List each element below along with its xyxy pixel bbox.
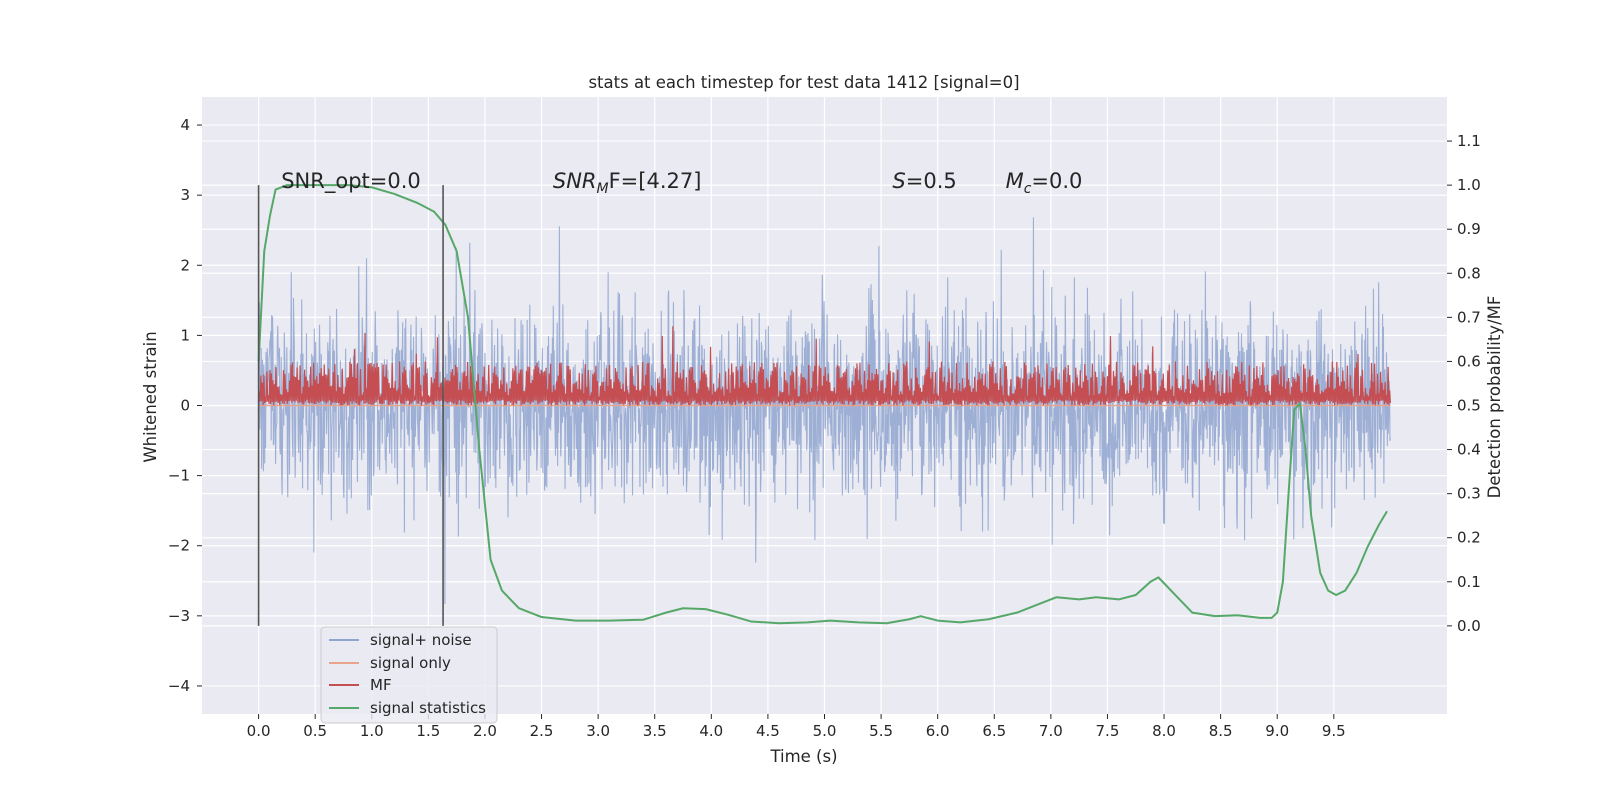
x-tick-label: 4.5 <box>756 722 780 740</box>
x-tick-label: 5.5 <box>869 722 893 740</box>
x-tick-label: 9.5 <box>1322 722 1346 740</box>
x-tick-label: 0.5 <box>303 722 327 740</box>
annotations: SNR_opt=0.0 SNRMF=[4.27] S=0.5 Mc=0.0 <box>281 169 1082 197</box>
y-tick-label: 2 <box>180 256 190 274</box>
y-tick-label: 1 <box>180 326 190 344</box>
y-axis-left: −4 −3 −2 −1 0 1 2 3 4 <box>168 116 202 695</box>
annotation-mc-value: =0.0 <box>1031 169 1082 193</box>
x-tick-label: 1.5 <box>416 722 440 740</box>
annotation-mc: Mc=0.0 <box>1006 169 1083 197</box>
y-axis-label-left: Whitened strain <box>141 331 160 462</box>
legend-label-mf: MF <box>370 676 392 694</box>
x-tick-label: 8.5 <box>1209 722 1233 740</box>
y-tick-label: −2 <box>168 537 190 555</box>
x-tick-label: 3.0 <box>586 722 610 740</box>
annotation-snr-opt: SNR_opt=0.0 <box>281 169 421 194</box>
legend-box <box>320 626 498 724</box>
x-tick-label: 5.0 <box>813 722 837 740</box>
series-mf-line <box>257 326 1392 406</box>
series-signal-noise-line <box>258 217 1391 605</box>
y-right-tick-label: 0.0 <box>1457 617 1481 635</box>
chart-title: stats at each timestep for test data 141… <box>588 73 1019 92</box>
x-tick-label: 9.0 <box>1265 722 1289 740</box>
y-right-tick-label: 0.9 <box>1457 220 1481 238</box>
legend-label-signal-noise: signal+ noise <box>370 631 472 649</box>
x-tick-label: 8.0 <box>1152 722 1176 740</box>
y-right-tick-label: 0.7 <box>1457 308 1481 326</box>
y-right-tick-label: 0.3 <box>1457 485 1481 503</box>
annotation-mc-symbol: M <box>1006 169 1024 193</box>
annotation-mc-subscript: c <box>1024 181 1032 197</box>
y-right-tick-label: 0.6 <box>1457 352 1481 370</box>
x-tick-label: 7.5 <box>1096 722 1120 740</box>
y-right-tick-label: 1.1 <box>1457 132 1481 150</box>
y-right-tick-label: 0.5 <box>1457 397 1481 415</box>
y-axis-label-right: Detection probability/MF <box>1485 296 1504 499</box>
x-tick-label: 2.0 <box>473 722 497 740</box>
annotation-snr-mf-main: SNR <box>553 169 597 193</box>
x-axis: 0.0 0.5 1.0 1.5 2.0 2.5 3.0 3.5 4.0 4.5 5.0 5.5 6.0 6… <box>247 714 1346 740</box>
x-tick-label: 6.5 <box>982 722 1006 740</box>
y-tick-label: −1 <box>168 467 190 485</box>
x-tick-label: 1.0 <box>360 722 384 740</box>
y-right-tick-label: 1.0 <box>1457 176 1481 194</box>
y-tick-label: −4 <box>168 677 190 695</box>
annotation-s-value: =0.5 <box>906 169 957 193</box>
x-tick-label: 6.0 <box>926 722 950 740</box>
data-layer <box>257 184 1392 625</box>
x-axis-label: Time (s) <box>769 747 837 766</box>
y-right-tick-label: 0.4 <box>1457 441 1481 459</box>
annotation-snr-mf-value: F=[4.27] <box>609 169 702 193</box>
annotation-s: S=0.5 <box>892 169 956 193</box>
y-axis-right: 0.0 0.1 0.2 0.3 0.4 0.5 0.6 0.7 0.8 0.9 1.0 1.1 <box>1447 132 1481 635</box>
x-tick-label: 2.5 <box>530 722 554 740</box>
y-right-tick-label: 0.1 <box>1457 573 1481 591</box>
y-right-tick-label: 0.8 <box>1457 264 1481 282</box>
y-tick-label: 3 <box>180 186 190 204</box>
vertical-markers <box>257 185 444 626</box>
legend: signal+ noise signal only MF signal stat… <box>320 626 498 724</box>
annotation-snr-mf-subscript: M <box>597 181 609 197</box>
legend-label-signal-statistics: signal statistics <box>370 699 486 717</box>
y-right-tick-label: 0.2 <box>1457 529 1481 547</box>
series-signal-statistics-line <box>257 184 1388 625</box>
annotation-s-symbol: S <box>892 169 905 193</box>
x-tick-label: 0.0 <box>247 722 271 740</box>
y-tick-label: 0 <box>180 397 190 415</box>
y-tick-label: 4 <box>180 116 190 134</box>
x-tick-label: 4.0 <box>699 722 723 740</box>
x-tick-label: 7.0 <box>1039 722 1063 740</box>
y-tick-label: −3 <box>168 607 190 625</box>
annotation-snr-mf: SNRMF=[4.27] <box>553 169 702 197</box>
x-tick-label: 3.5 <box>643 722 667 740</box>
legend-label-signal-only: signal only <box>370 654 451 672</box>
